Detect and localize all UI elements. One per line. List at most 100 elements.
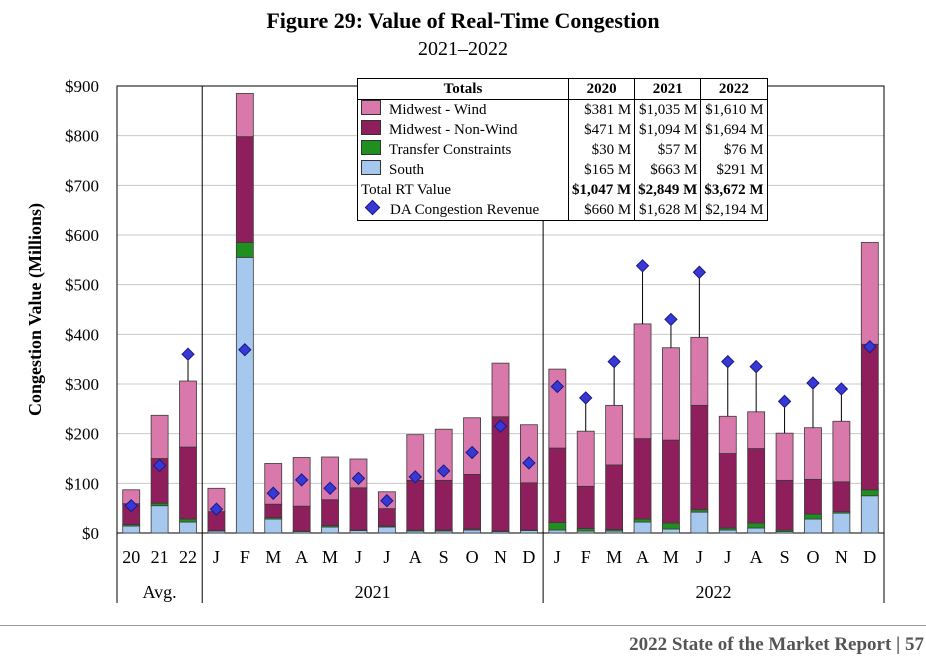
legend-row: DA Congestion Revenue $660 M $1,628 M $2,19… (357, 199, 768, 221)
y-tick-label: $0 (82, 524, 99, 543)
x-tick-label: N (494, 547, 507, 567)
bar-segment (406, 479, 425, 531)
bar-segment (747, 527, 766, 534)
x-tick-label: A (409, 547, 422, 567)
bar-segment (747, 411, 766, 449)
y-tick-label: $200 (65, 425, 99, 444)
x-tick-label: F (581, 547, 591, 567)
da-revenue-marker (664, 312, 678, 327)
da-revenue-marker (834, 382, 849, 396)
x-tick-label: J (696, 547, 703, 567)
da-revenue-marker (493, 419, 508, 433)
bar-segment (179, 380, 197, 448)
chart-subtitle: 2021–2022 (418, 38, 508, 60)
x-tick-label: 20 (122, 547, 140, 567)
da-revenue-marker (465, 445, 479, 460)
legend-row: Total RT Value $1,047 M $2,849 M $3,672 M (357, 180, 768, 200)
bar-segment (292, 505, 311, 532)
legend-value: $165 M (567, 160, 636, 180)
bar-segment (662, 522, 680, 530)
legend-value: $3,672 M (700, 180, 768, 200)
da-revenue-marker (692, 265, 707, 279)
x-tick-label: J (213, 547, 220, 567)
x-tick-label: M (322, 547, 338, 567)
bar-segment (804, 427, 822, 480)
legend-value: $291 M (700, 160, 768, 180)
bar-segment (633, 518, 652, 523)
da-revenue-marker (550, 379, 565, 394)
bar-segment (804, 518, 822, 534)
legend-value: $76 M (700, 140, 768, 160)
bar-segment (690, 511, 709, 534)
bar-segment (548, 447, 567, 523)
legend-label-cell: Total RT Value (357, 180, 569, 200)
legend-label-cell: Midwest - Non-Wind (357, 120, 569, 140)
x-tick-label: M (663, 547, 679, 567)
da-revenue-marker (351, 471, 366, 486)
legend-label-cell: DA Congestion Revenue (357, 199, 569, 221)
da-revenue-marker (863, 340, 877, 354)
group-label: 2022 (696, 582, 732, 602)
bar-segment (747, 522, 766, 529)
bar-segment (491, 362, 510, 418)
bar-segment (321, 499, 339, 526)
bar-segment (747, 448, 766, 524)
x-tick-label: 22 (179, 547, 197, 567)
bar-segment (775, 479, 794, 531)
legend-row: South $165 M $663 M $291 M (357, 160, 768, 180)
bar-segment (605, 404, 624, 466)
legend-label: South (389, 162, 425, 178)
y-axis-title: Congestion Value (Millions) (25, 203, 46, 416)
legend-value: $1,094 M (634, 120, 702, 140)
da-revenue-marker (806, 376, 820, 390)
bar-segment (718, 529, 737, 534)
bar-segment (434, 428, 453, 481)
legend-value: $660 M (567, 200, 636, 221)
bar-segment (633, 438, 652, 520)
bar-segment (235, 256, 254, 534)
x-tick-label: M (265, 547, 281, 567)
bar-segment (804, 478, 822, 515)
bar-segment (520, 424, 538, 484)
bar-segment (491, 416, 510, 532)
bar-segment (690, 404, 709, 511)
legend-header-2020: 2020 (567, 78, 636, 100)
legend-value: $57 M (634, 140, 702, 160)
chart-title: Figure 29: Value of Real-Time Congestion (266, 8, 660, 33)
legend-label-cell: South (357, 160, 569, 180)
bar-segment (860, 343, 879, 491)
da-revenue-marker (124, 498, 138, 513)
bar-segment (775, 432, 794, 481)
legend-value: $1,047 M (567, 180, 636, 200)
bar-segment (548, 522, 567, 531)
legend-value: $1,628 M (634, 200, 702, 221)
bar-segment (690, 336, 709, 406)
y-tick-label: $900 (65, 77, 99, 96)
legend-value: $663 M (634, 160, 702, 180)
y-tick-label: $300 (65, 375, 99, 394)
x-tick-label: J (554, 547, 561, 567)
x-tick-label: J (383, 547, 390, 567)
bar-segment (150, 414, 169, 459)
legend-swatch (361, 100, 381, 115)
bar-segment (832, 512, 851, 534)
da-revenue-marker (777, 394, 792, 409)
legend-value: $1,610 M (700, 99, 768, 120)
x-tick-label: A (750, 547, 763, 567)
bar-segment (718, 415, 737, 454)
bar-segment (321, 526, 339, 534)
legend-label: Total RT Value (361, 182, 451, 198)
legend-swatch (361, 140, 381, 155)
bar-segment (605, 464, 624, 530)
bar-segment (434, 479, 453, 531)
da-revenue-marker (294, 473, 309, 487)
legend-label: Midwest - Non-Wind (389, 122, 518, 138)
legend-value: $30 M (567, 140, 636, 160)
footer-text: 2022 State of the Market Report | 57 (629, 634, 924, 655)
da-revenue-marker (209, 502, 224, 516)
x-tick-label: A (636, 547, 649, 567)
bar-segment (264, 503, 283, 519)
da-revenue-marker (436, 464, 451, 478)
x-tick-label: D (522, 547, 535, 567)
legend-row: Midwest - Wind $381 M $1,035 M $1,610 M (357, 99, 768, 120)
